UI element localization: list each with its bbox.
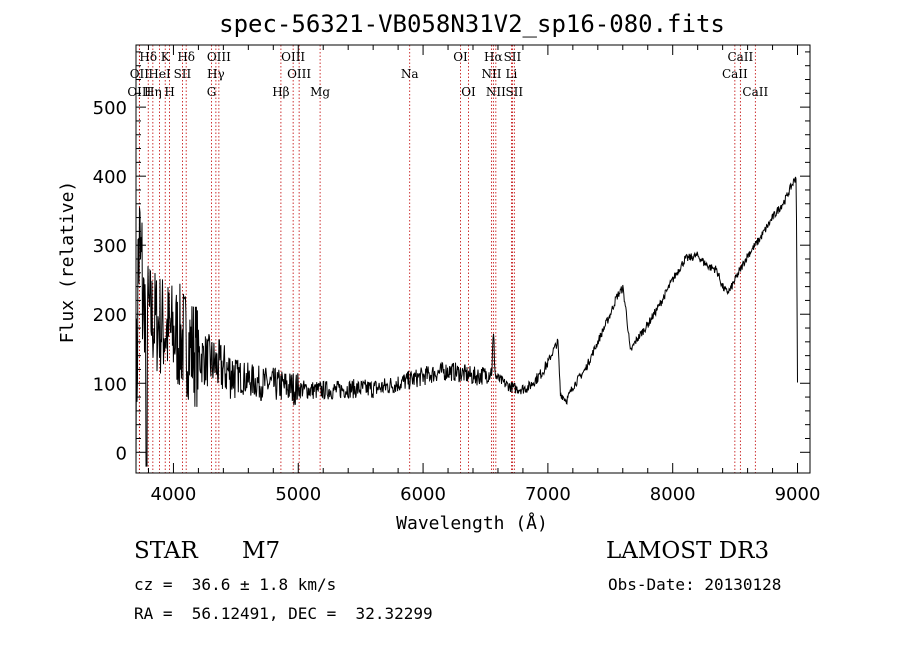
y-tick-label: 0 — [116, 443, 127, 464]
spectral-line-label: OI — [461, 85, 476, 99]
spectral-line-label: OII — [130, 67, 150, 81]
spectral-line-label: Na — [401, 67, 419, 81]
spectral-line-label: OIII — [127, 85, 151, 99]
spectral-line-label: OI — [453, 50, 468, 64]
x-axis-label: Wavelength (Å) — [396, 512, 548, 534]
plot-frame — [135, 44, 811, 474]
spectrum-series — [135, 176, 798, 467]
spectral-line-label: Hη — [144, 85, 162, 99]
sky-coordinates: RA = 56.12491, DEC = 32.32299 — [134, 604, 433, 623]
chart-title: spec-56321-VB058N31V2_sp16-080.fits — [219, 10, 725, 38]
spectral-line-label: CaII — [722, 67, 748, 81]
spectral-line-label: CaII — [742, 85, 768, 99]
x-tick-label: 8000 — [650, 484, 696, 505]
y-tick-label: 300 — [93, 236, 127, 257]
spectral-line-label: K — [161, 50, 171, 64]
spectral-line-label: Hγ — [207, 67, 225, 81]
x-tick-label: 4000 — [151, 484, 197, 505]
spectral-line-label: SII — [174, 67, 192, 81]
object-subclass: M7 — [242, 538, 281, 564]
spectral-line-label: SII — [504, 50, 522, 64]
spectral-line-label: G — [207, 85, 217, 99]
spectral-line-label: Hδ — [139, 50, 157, 64]
y-tick-label: 500 — [93, 98, 127, 119]
spectral-line-label: NII — [486, 85, 506, 99]
x-tick-label: 5000 — [275, 484, 321, 505]
spectral-line-label: OIII — [287, 67, 311, 81]
spectral-line-markers — [138, 45, 756, 473]
x-tick-label: 7000 — [525, 484, 571, 505]
axis-ticks: 4000 5000 6000 7000 8000 9000 0 100 200 300 400 500 — [93, 45, 821, 505]
y-axis-label: Flux (relative) — [57, 181, 78, 344]
spectral-line-label: OIII — [281, 50, 305, 64]
spectral-line-label: Hα — [484, 50, 503, 64]
y-tick-label: 400 — [93, 167, 127, 188]
y-tick-label: 100 — [93, 374, 127, 395]
spectral-line-label: HeI — [148, 67, 171, 81]
spectral-line-label: Hδ — [177, 50, 195, 64]
spectral-line-label: CaII — [727, 50, 753, 64]
spectral-line-label: OIII — [207, 50, 231, 64]
spectral-line-label: Hβ — [272, 85, 289, 99]
spectral-line-label: Mg — [310, 85, 330, 99]
spectral-line-label: Li — [506, 67, 518, 81]
redshift-value: cz = 36.6 ± 1.8 km/s — [134, 575, 337, 594]
observation-date: Obs-Date: 20130128 — [608, 575, 782, 594]
x-tick-label: 6000 — [400, 484, 446, 505]
spectral-line-label: NII — [481, 67, 501, 81]
survey-name: LAMOST DR3 — [606, 538, 770, 564]
x-tick-label: 9000 — [775, 484, 821, 505]
y-tick-label: 200 — [93, 305, 127, 326]
object-class: STAR — [134, 538, 198, 564]
spectral-line-label: H — [164, 85, 174, 99]
spectral-line-label: SII — [505, 85, 523, 99]
